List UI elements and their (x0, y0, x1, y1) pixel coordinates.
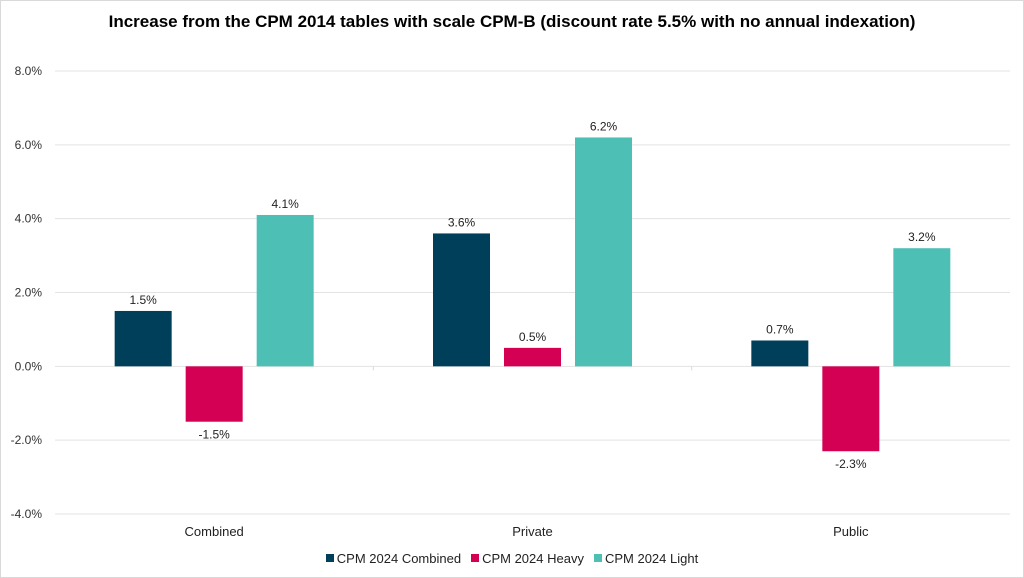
y-tick-label: 2.0% (15, 286, 43, 300)
bar (185, 366, 243, 422)
bars (114, 137, 951, 452)
legend-item: CPM 2024 Heavy (471, 551, 584, 566)
x-category-label: Combined (185, 524, 244, 539)
data-labels: 1.5% -1.5% 4.1% 3.6% 0.5% 6.2% 0.7% -2.3% 3.2% (129, 119, 935, 471)
bar (433, 233, 490, 367)
legend-swatch (593, 554, 602, 562)
legend-swatch (325, 554, 334, 562)
y-tick-label: 8.0% (15, 64, 43, 78)
legend-item: CPM 2024 Light (593, 550, 699, 566)
data-label: 4.1% (271, 197, 299, 211)
data-label: 0.5% (519, 330, 547, 344)
legend-label: CPM 2024 Heavy (482, 550, 584, 566)
legend-label: CPM 2024 Combined (336, 550, 462, 566)
x-category-label: Private (512, 524, 552, 539)
data-label: 3.6% (448, 215, 476, 229)
y-tick-label: 4.0% (15, 212, 43, 226)
bar (504, 347, 561, 367)
y-tick-label: -4.0% (11, 507, 43, 521)
legend: CPM 2024 Combined CPM 2024 Heavy CPM 2024 … (0, 550, 1024, 566)
data-label: 6.2% (590, 119, 618, 133)
x-category-label: Public (833, 524, 869, 539)
chart-title: Increase from the CPM 2014 tables with s… (108, 12, 916, 31)
x-axis: Combined Private Public (185, 366, 869, 539)
data-label: 0.7% (766, 322, 794, 336)
legend-item: CPM 2024 Combined (325, 550, 462, 566)
legend-swatch (471, 554, 480, 562)
bar (751, 340, 809, 367)
legend-label: CPM 2024 Light (604, 550, 699, 566)
y-tick-label: -2.0% (11, 433, 43, 447)
data-label: 1.5% (129, 293, 157, 307)
y-tick-label: 0.0% (15, 359, 43, 373)
bar (114, 310, 172, 367)
data-label: -1.5% (198, 428, 230, 442)
bar (256, 214, 314, 367)
y-axis: 8.0% 6.0% 4.0% 2.0% 0.0% -2.0% -4.0% (11, 64, 43, 521)
bar (822, 366, 880, 452)
bar (575, 137, 632, 367)
bar (893, 248, 951, 367)
y-tick-label: 6.0% (15, 138, 43, 152)
data-label: 3.2% (908, 230, 936, 244)
data-label: -2.3% (835, 457, 867, 471)
